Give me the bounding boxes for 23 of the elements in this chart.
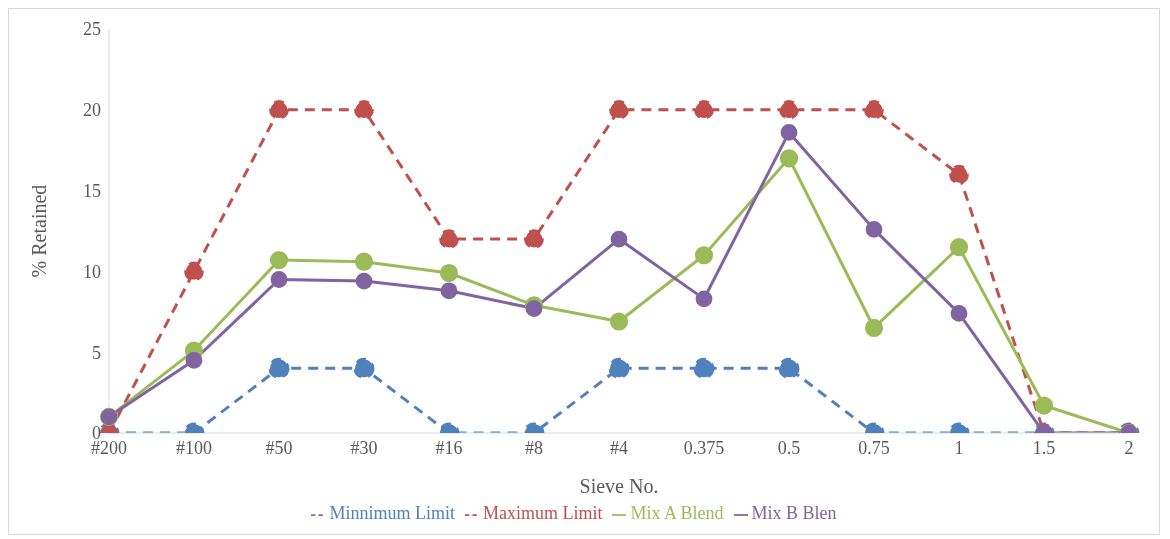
x-tick-label: #4: [610, 437, 628, 458]
x-axis-title: Sieve No.: [579, 475, 659, 497]
y-tick-label: 25: [83, 19, 101, 40]
x-tick-label: #100: [176, 437, 212, 458]
legend-label: Mix A Blend: [630, 503, 724, 523]
legend-label: Mix B Blen: [751, 503, 837, 523]
x-tick-label: 1: [954, 437, 964, 458]
legend-label: Minnimum Limit: [329, 503, 455, 523]
y-tick-label: 20: [83, 100, 101, 121]
y-tick-label: 5: [92, 342, 101, 363]
x-tick-label: 2: [1124, 437, 1134, 458]
legend-label: Maximum Limit: [482, 503, 603, 523]
y-tick-label: 10: [83, 261, 101, 282]
x-tick-label: #30: [350, 437, 378, 458]
x-tick-label: #50: [265, 437, 293, 458]
x-tick-label: 0.375: [683, 437, 725, 458]
x-tick-label: #8: [525, 437, 543, 458]
x-tick-label: 1.5: [1032, 437, 1056, 458]
x-tick-label: #16: [435, 437, 463, 458]
y-tick-label: 15: [83, 180, 101, 201]
y-axis-title: % Retained: [28, 184, 51, 278]
x-tick-label: 0.75: [858, 437, 890, 458]
x-tick-label: 0.5: [777, 437, 801, 458]
